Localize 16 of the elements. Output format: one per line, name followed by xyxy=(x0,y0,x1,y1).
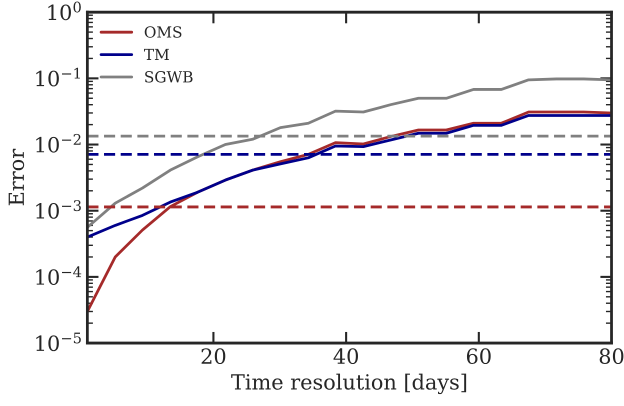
x-axis-title: Time resolution [days] xyxy=(231,374,466,394)
y-tick-label: 10$^{−2}$ xyxy=(36,134,81,153)
line-series xyxy=(87,114,612,238)
legend-label: TM xyxy=(144,48,169,60)
y-tick-label: 10$^{−3}$ xyxy=(36,200,81,219)
y-tick-label: 10$^{−4}$ xyxy=(36,266,82,285)
y-axis-title: Error xyxy=(8,148,24,206)
legend-label: OMS xyxy=(144,26,182,38)
x-tick-label: 40 xyxy=(334,348,358,364)
legend-label: SGWB xyxy=(145,71,193,83)
y-tick-label: 10$^{−5}$ xyxy=(36,332,81,352)
y-tick-label: 10$^{0}$ xyxy=(48,2,81,20)
x-tick-label: 60 xyxy=(466,348,491,364)
y-tick-label: 10$^{−1}$ xyxy=(36,68,80,86)
x-tick-label: 80 xyxy=(600,348,624,364)
x-tick-label: 20 xyxy=(202,348,226,364)
